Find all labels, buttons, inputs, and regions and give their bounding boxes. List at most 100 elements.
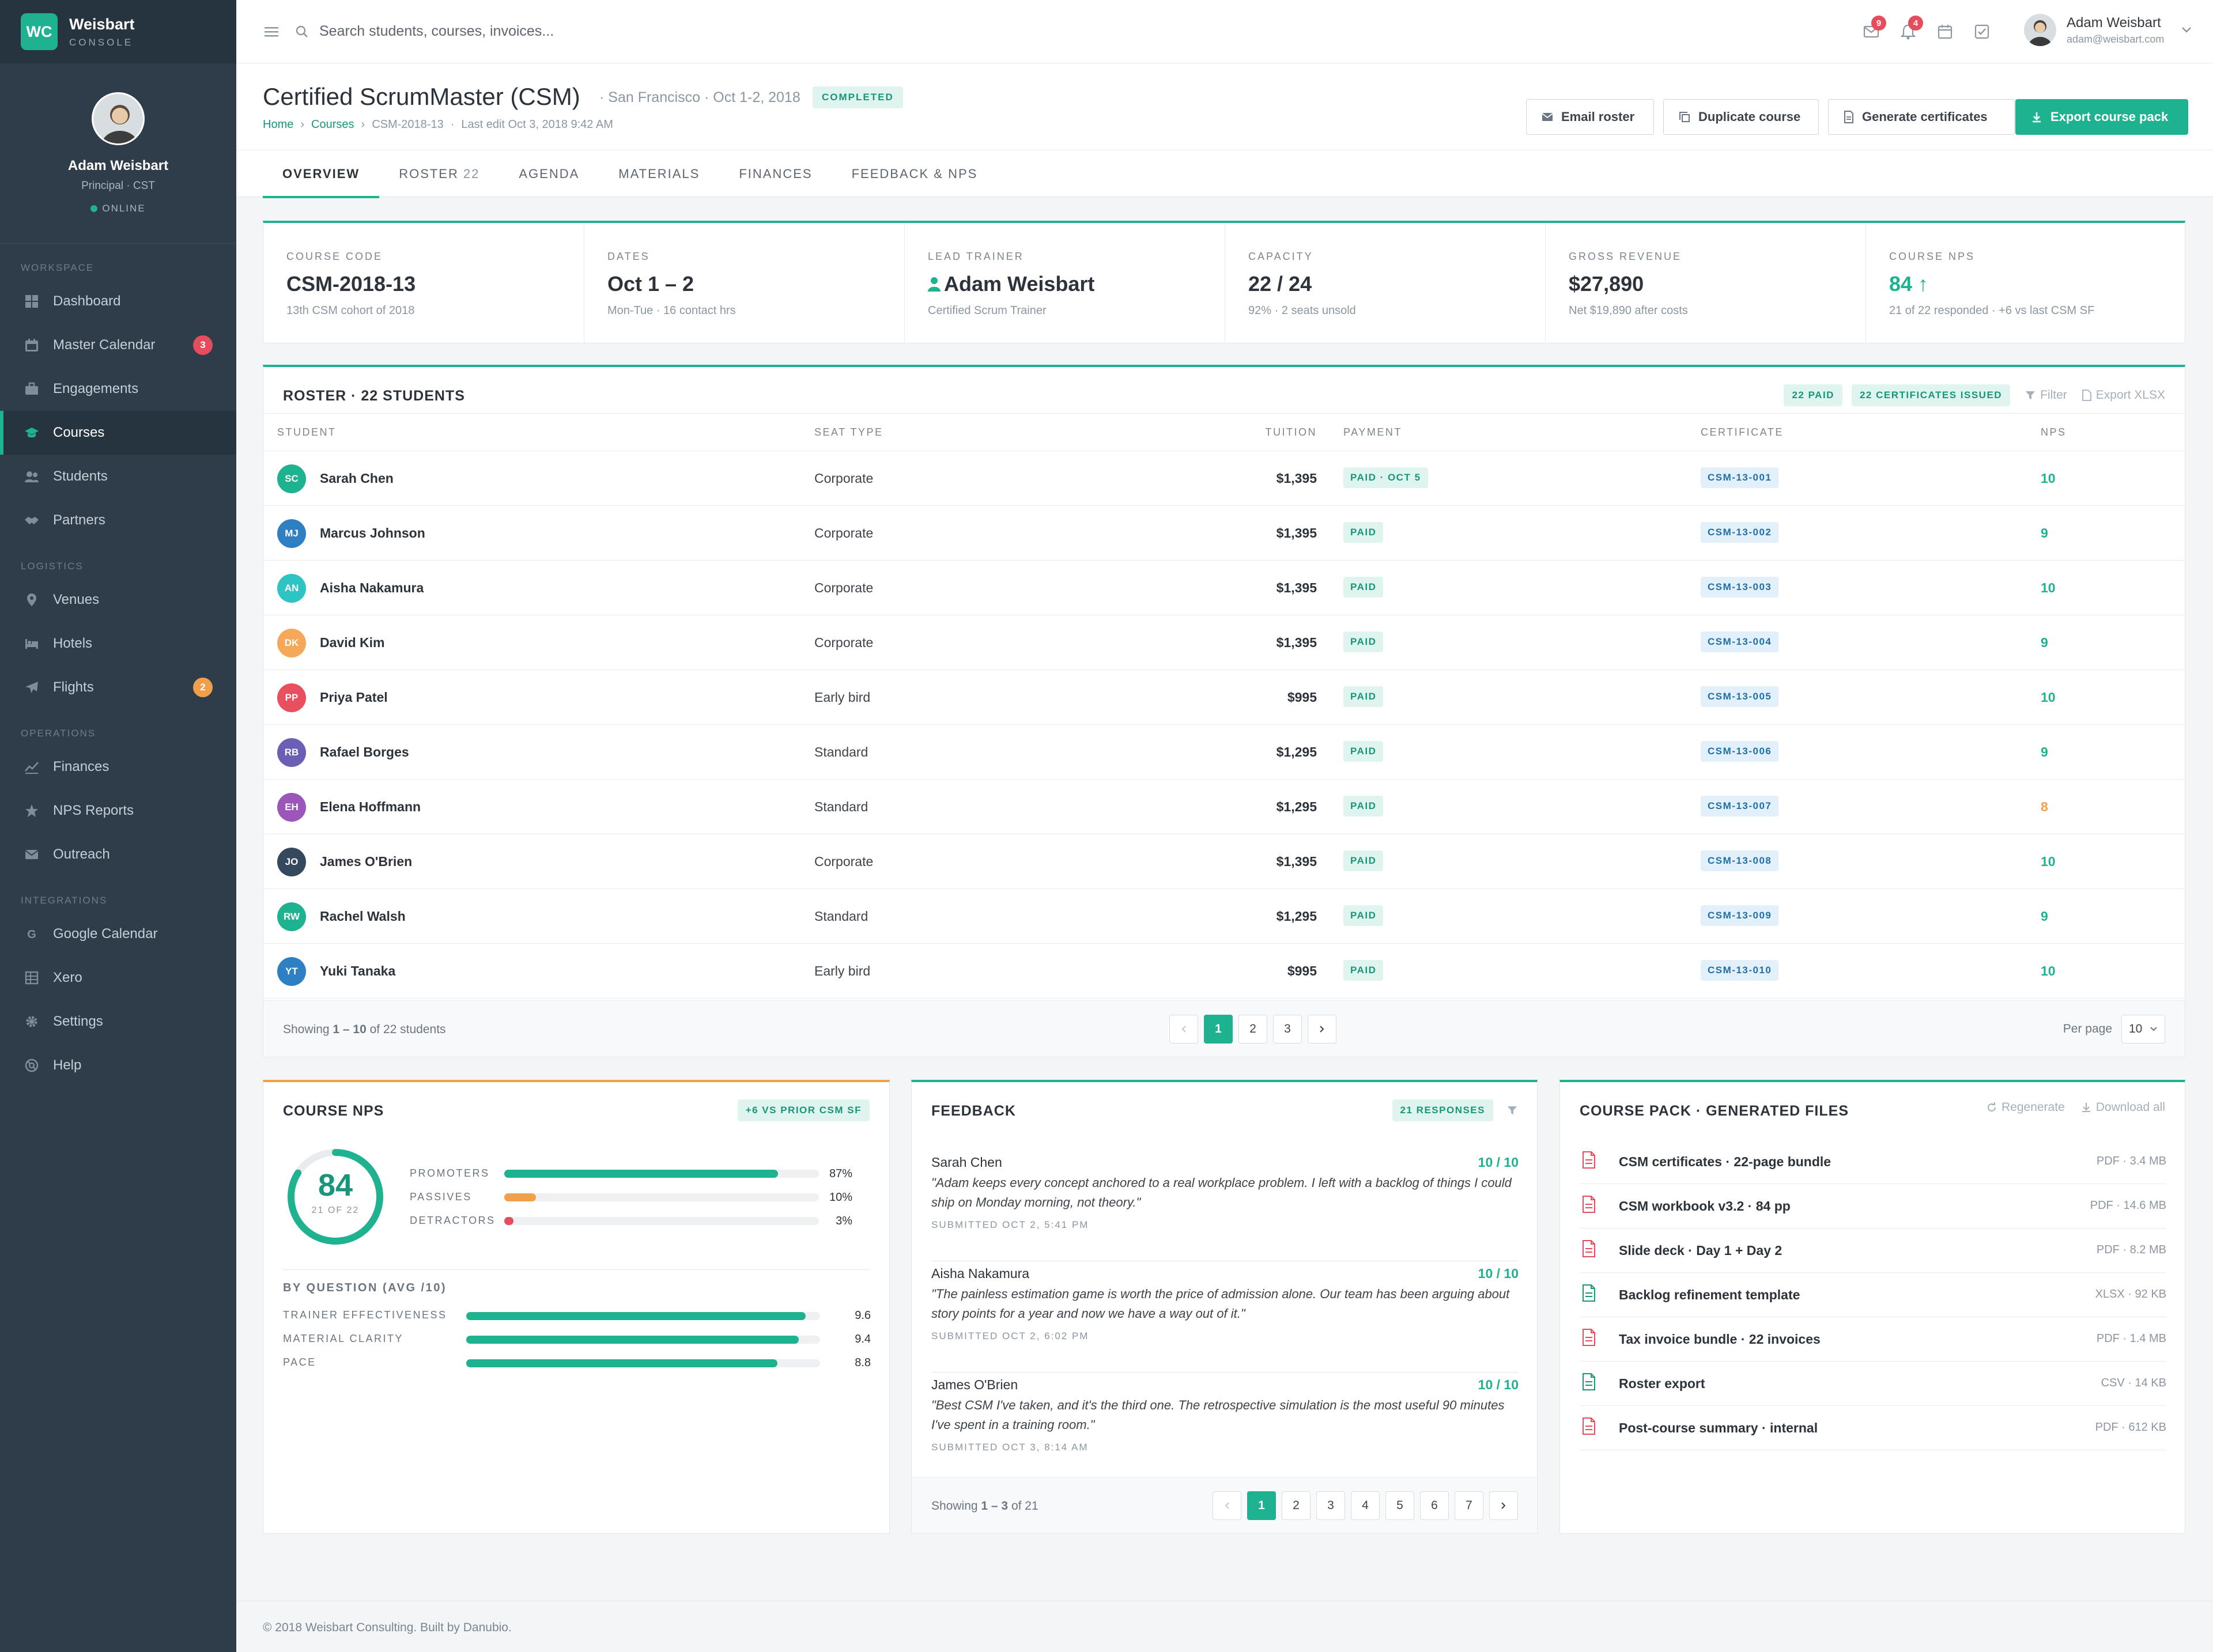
breadcrumb-home[interactable]: Home [263,118,294,131]
email-roster-button[interactable]: Email roster [1526,99,1654,135]
tab-roster[interactable]: ROSTER 22 [379,150,499,198]
student-name[interactable]: Yuki Tanaka [320,963,396,978]
column-header-payment[interactable]: PAYMENT [1343,426,1402,438]
student-name[interactable]: Priya Patel [320,690,388,705]
breadcrumb-courses[interactable]: Courses [311,118,354,131]
pagination-page[interactable]: 6 [1420,1491,1449,1520]
table-row[interactable]: YT Yuki Tanaka Early bird $995 PAID CSM-13-01… [263,944,2185,999]
pagination-page[interactable]: 3 [1273,1015,1302,1044]
student-name[interactable]: Sarah Chen [320,471,394,486]
pagination-page[interactable]: 3 [1316,1491,1345,1520]
filter-button[interactable]: Filter [2025,388,2067,402]
certificate-link[interactable]: CSM-13-010 [1701,960,1779,981]
table-row[interactable]: PP Priya Patel Early bird $995 PAID CSM-13-00… [263,670,2185,725]
table-row[interactable]: MJ Marcus Johnson Corporate $1,395 PAID CSM-1… [263,506,2185,561]
sidebar-item-venues[interactable]: Venues [0,578,236,622]
pagination-next[interactable] [1489,1491,1518,1520]
pagination-page[interactable]: 7 [1455,1491,1483,1520]
sidebar-item-help[interactable]: Help [0,1044,236,1087]
generate-certificates-button[interactable]: Generate certificates [1828,99,2015,135]
sidebar-item-dashboard[interactable]: Dashboard [0,279,236,323]
table-row[interactable]: SC Sarah Chen Corporate $1,395 PAID · OCT 5 C… [263,451,2185,506]
certificate-link[interactable]: CSM-13-008 [1701,850,1779,871]
hamburger-menu-icon[interactable] [263,23,280,40]
calendar-button[interactable] [1927,13,1963,50]
table-row[interactable]: RB Rafael Borges Standard $1,295 PAID CSM-13-… [263,725,2185,780]
tab-agenda[interactable]: AGENDA [499,150,599,198]
file-row[interactable]: Roster export CSV · 14 KB [1580,1362,2166,1406]
pagination-page[interactable]: 2 [1238,1015,1267,1044]
export-course-pack-button[interactable]: Export course pack [2015,99,2188,135]
profile-avatar[interactable] [92,92,145,145]
notifications-button[interactable]: 4 [1890,13,1927,50]
mail-button[interactable]: 9 [1853,13,1890,50]
filter-icon[interactable] [1507,1105,1517,1116]
per-page-select[interactable]: 10 [2121,1015,2165,1044]
table-row[interactable]: JO James O'Brien Corporate $1,395 PAID CSM-13… [263,834,2185,889]
certificate-link[interactable]: CSM-13-005 [1701,686,1779,707]
file-row[interactable]: Tax invoice bundle · 22 invoices PDF · 1.… [1580,1317,2166,1362]
brand[interactable]: WC Weisbart CONSOLE [0,0,236,63]
tasks-button[interactable] [1963,13,2000,50]
student-name[interactable]: Aisha Nakamura [320,580,424,595]
certificate-link[interactable]: CSM-13-004 [1701,632,1779,652]
export-xlsx-button[interactable]: Export XLSX [2082,388,2165,402]
sidebar-item-hotels[interactable]: Hotels [0,622,236,666]
sidebar-item-outreach[interactable]: Outreach [0,833,236,876]
column-header-nps[interactable]: NPS [2041,426,2067,438]
tab-finances[interactable]: FINANCES [719,150,832,198]
sidebar-item-finances[interactable]: Finances [0,745,236,789]
sidebar-item-xero[interactable]: Xero [0,956,236,1000]
student-name[interactable]: Marcus Johnson [320,526,425,540]
student-name[interactable]: Rafael Borges [320,744,409,759]
sidebar-item-partners[interactable]: Partners [0,498,236,542]
sidebar-item-flights[interactable]: Flights 2 [0,666,236,709]
student-name[interactable]: David Kim [320,635,385,650]
table-row[interactable]: RW Rachel Walsh Standard $1,295 PAID CSM-13-0… [263,889,2185,944]
sidebar-item-google-calendar[interactable]: G Google Calendar [0,912,236,956]
student-name[interactable]: Elena Hoffmann [320,799,421,814]
pagination-page[interactable]: 5 [1385,1491,1414,1520]
sidebar-item-students[interactable]: Students [0,455,236,498]
pagination-prev[interactable] [1213,1491,1241,1520]
column-header-seat-type[interactable]: SEAT TYPE [814,426,883,438]
pagination-page[interactable]: 2 [1282,1491,1311,1520]
pagination-prev[interactable] [1169,1015,1198,1044]
duplicate-course-button[interactable]: Duplicate course [1663,99,1819,135]
table-row[interactable]: EH Elena Hoffmann Standard $1,295 PAID CSM-13… [263,780,2185,834]
table-row[interactable]: DK David Kim Corporate $1,395 PAID CSM-13-004… [263,615,2185,670]
column-header-student[interactable]: STUDENT [277,426,337,438]
certificate-link[interactable]: CSM-13-002 [1701,522,1779,543]
certificate-link[interactable]: CSM-13-006 [1701,741,1779,762]
pagination-next[interactable] [1308,1015,1336,1044]
regenerate-button[interactable]: Regenerate [1987,1101,2065,1114]
file-row[interactable]: Backlog refinement template XLSX · 92 KB [1580,1273,2166,1317]
tab-materials[interactable]: MATERIALS [599,150,719,198]
pagination-page[interactable]: 1 [1204,1015,1233,1044]
tab-overview[interactable]: OVERVIEW [263,150,380,198]
pagination-page[interactable]: 4 [1351,1491,1380,1520]
column-header-tuition[interactable]: TUITION [1265,426,1317,438]
search-input[interactable] [319,23,838,40]
sidebar-item-nps-reports[interactable]: NPS Reports [0,789,236,833]
sidebar-item-engagements[interactable]: Engagements [0,367,236,411]
user-menu[interactable]: Adam Weisbart adam@weisbart.com [2024,14,2192,46]
file-row[interactable]: CSM workbook v3.2 · 84 pp PDF · 14.6 MB [1580,1184,2166,1228]
download-all-button[interactable]: Download all [2081,1101,2165,1114]
sidebar-item-settings[interactable]: Settings [0,1000,236,1044]
file-row[interactable]: CSM certificates · 22-page bundle PDF · 3… [1580,1140,2166,1184]
sidebar-item-master-calendar[interactable]: Master Calendar 3 [0,323,236,367]
certificate-link[interactable]: CSM-13-001 [1701,467,1779,488]
tab-feedback-nps[interactable]: FEEDBACK & NPS [832,150,998,198]
certificate-link[interactable]: CSM-13-003 [1701,577,1779,598]
sidebar-item-courses[interactable]: Courses [0,411,236,455]
file-row[interactable]: Post-course summary · internal PDF · 612 … [1580,1406,2166,1450]
column-header-certificate[interactable]: CERTIFICATE [1701,426,1784,438]
certificate-link[interactable]: CSM-13-009 [1701,905,1779,926]
student-name[interactable]: James O'Brien [320,854,413,869]
pagination-page[interactable]: 1 [1247,1491,1276,1520]
file-row[interactable]: Slide deck · Day 1 + Day 2 PDF · 8.2 MB [1580,1228,2166,1273]
table-row[interactable]: AN Aisha Nakamura Corporate $1,395 PAID CSM-1… [263,561,2185,615]
student-name[interactable]: Rachel Walsh [320,909,406,924]
certificate-link[interactable]: CSM-13-007 [1701,796,1779,816]
